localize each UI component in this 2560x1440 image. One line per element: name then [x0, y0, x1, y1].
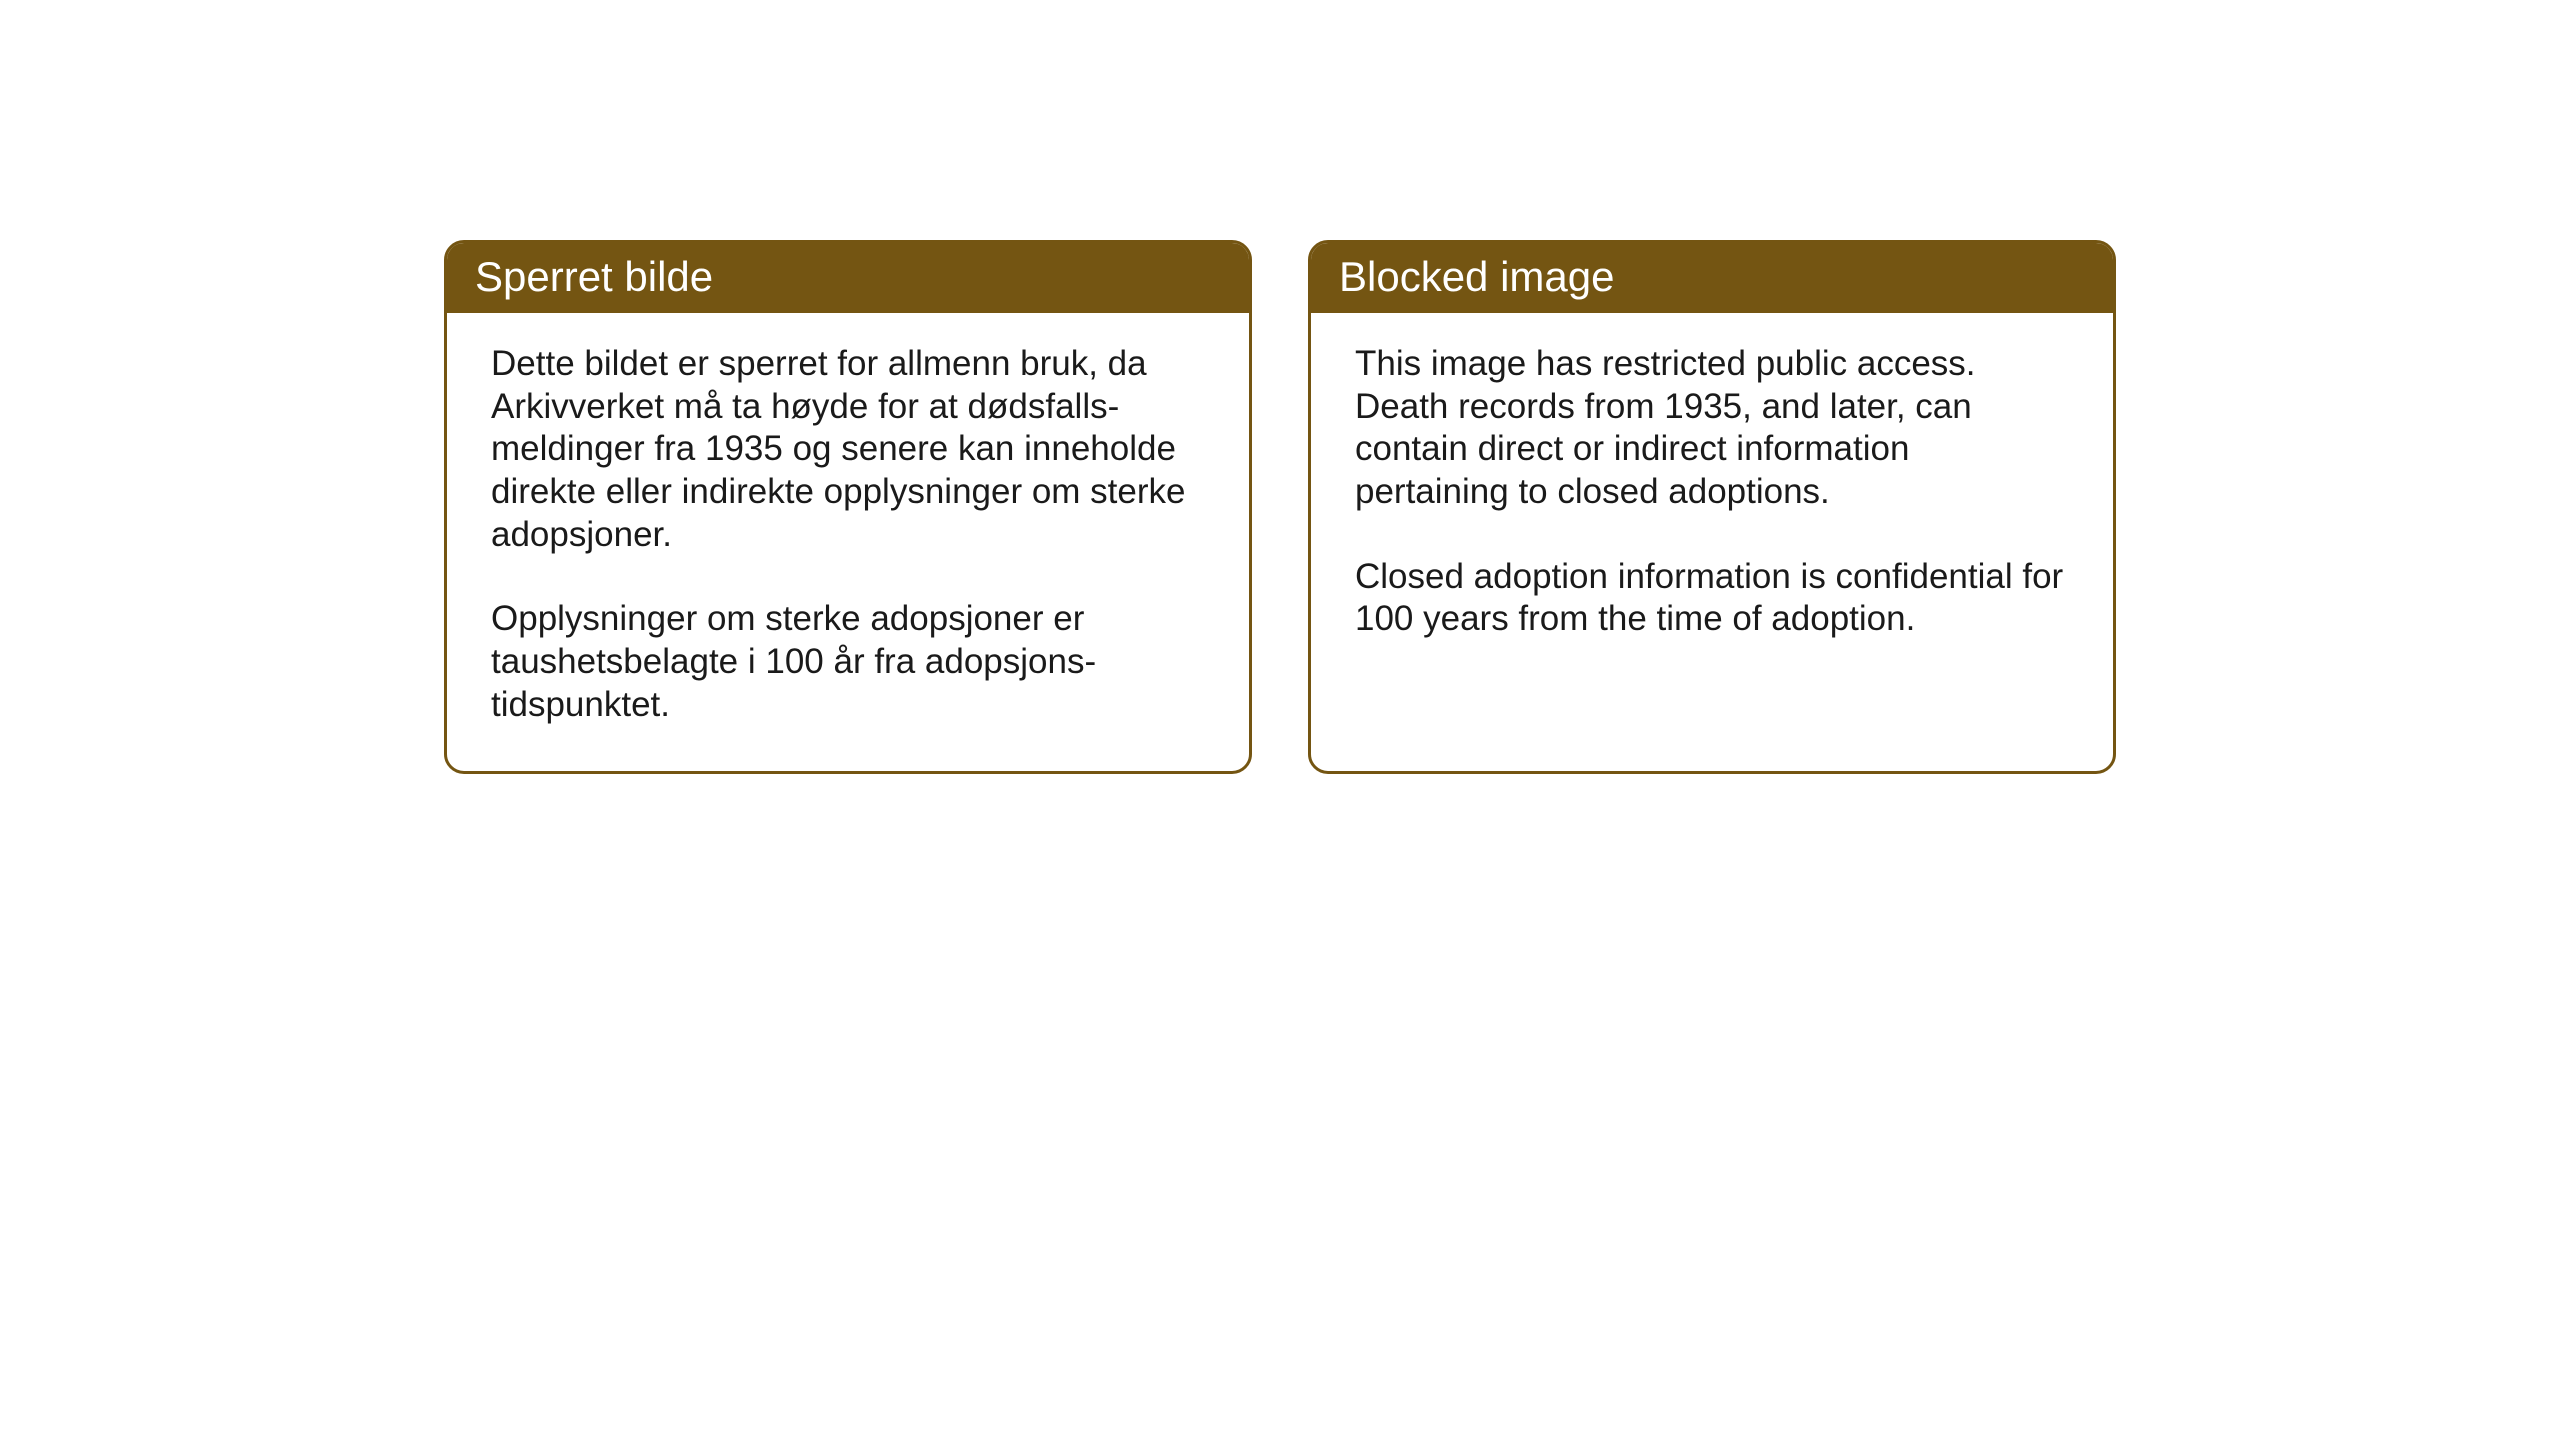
notice-card-norwegian: Sperret bilde Dette bildet er sperret fo…	[444, 240, 1252, 774]
paragraph-english-1: This image has restricted public access.…	[1355, 343, 2069, 514]
notice-container: Sperret bilde Dette bildet er sperret fo…	[444, 240, 2116, 774]
paragraph-norwegian-1: Dette bildet er sperret for allmenn bruk…	[491, 343, 1205, 556]
notice-card-english: Blocked image This image has restricted …	[1308, 240, 2116, 774]
card-body-norwegian: Dette bildet er sperret for allmenn bruk…	[447, 313, 1249, 771]
card-header-english: Blocked image	[1311, 243, 2113, 313]
card-body-english: This image has restricted public access.…	[1311, 313, 2113, 685]
paragraph-english-2: Closed adoption information is confident…	[1355, 556, 2069, 641]
card-header-norwegian: Sperret bilde	[447, 243, 1249, 313]
paragraph-norwegian-2: Opplysninger om sterke adopsjoner er tau…	[491, 598, 1205, 726]
